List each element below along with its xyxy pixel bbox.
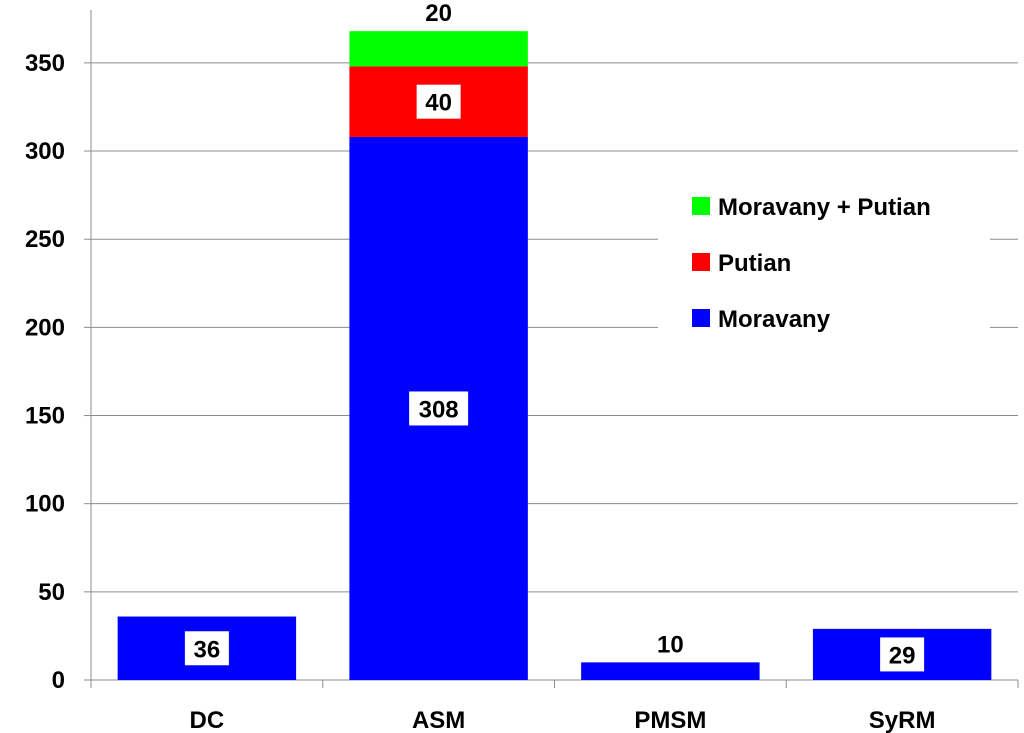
y-tick-label: 300 — [25, 138, 65, 165]
x-tick-label: PMSM — [634, 707, 706, 733]
y-tick-label: 100 — [25, 491, 65, 518]
data-label: 308 — [419, 396, 459, 423]
data-label-box — [416, 84, 461, 119]
data-labels: 36 308 40 20 10 29 — [184, 0, 925, 672]
bar-moravany-putian — [349, 31, 528, 67]
y-tick-label: 350 — [25, 50, 65, 77]
data-label-box — [880, 637, 925, 672]
data-label-box — [409, 391, 469, 426]
legend-swatch — [692, 253, 710, 271]
bars — [117, 31, 992, 680]
legend-label: Moravany + Putian — [718, 194, 931, 221]
y-tick-label: 150 — [25, 403, 65, 430]
data-label: 36 — [194, 636, 221, 663]
legend-swatch — [692, 309, 710, 327]
x-tick-label: SyRM — [869, 707, 936, 733]
legend-swatch — [692, 197, 710, 215]
data-label: 10 — [657, 631, 684, 658]
bar-moravany — [581, 662, 760, 680]
legend-label: Moravany — [718, 306, 831, 333]
y-tick-label: 0 — [52, 667, 65, 694]
legend: Moravany + Putian Putian Moravany — [658, 176, 990, 352]
y-axis: 0 50 100 150 200 250 300 350 — [25, 10, 92, 694]
data-label: 20 — [425, 0, 452, 27]
legend-label: Putian — [718, 250, 791, 277]
x-axis: DC ASM PMSM SyRM — [90, 679, 1019, 733]
legend-box — [658, 176, 990, 352]
y-tick-label: 250 — [25, 226, 65, 253]
data-label-box — [184, 631, 229, 666]
y-tick-label: 200 — [25, 314, 65, 341]
gridlines — [91, 62, 1018, 593]
x-tick-label: DC — [190, 707, 225, 733]
x-tick-label: ASM — [412, 707, 465, 733]
y-tick-label: 50 — [38, 579, 65, 606]
data-label: 29 — [889, 642, 916, 669]
data-label: 40 — [425, 90, 452, 117]
